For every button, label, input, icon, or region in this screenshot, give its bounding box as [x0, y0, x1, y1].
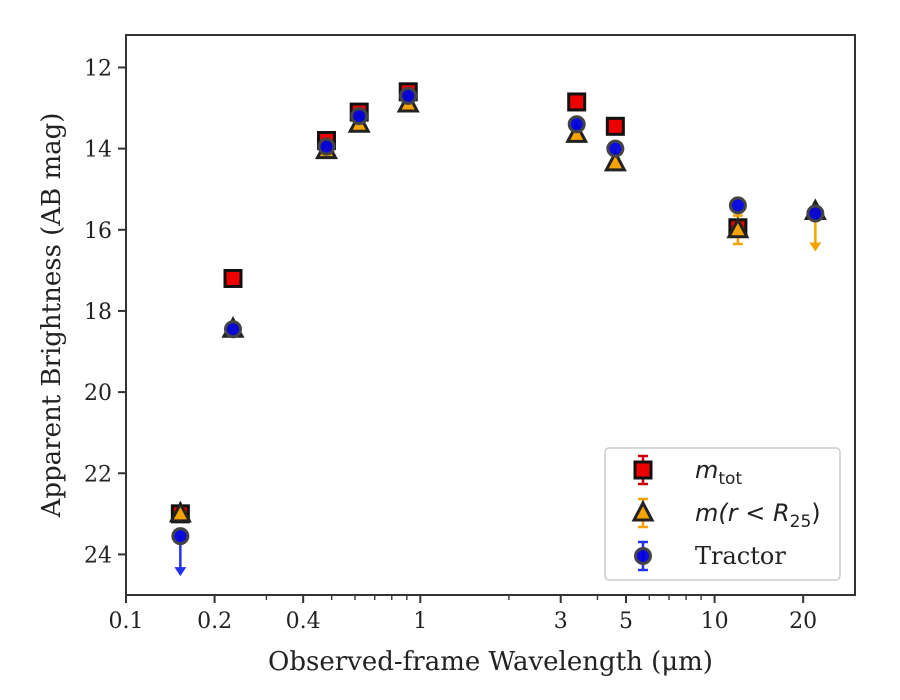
data-point	[728, 196, 747, 215]
legend-entry-label: m(r < R25)	[695, 499, 821, 532]
data-point	[171, 527, 190, 546]
upper-limit-arrowhead	[809, 242, 822, 252]
data-point	[168, 500, 192, 523]
data-point	[605, 116, 625, 136]
legend: mtot m(r < R25) Tractor	[604, 447, 841, 581]
axis-ticks: 0.1 0.2 0.4 1 3 5 10 20 12 14 16 18 20 22 24	[84, 56, 817, 634]
data-point	[317, 137, 336, 156]
data-point	[223, 268, 243, 288]
x-tick-label: 5	[619, 609, 633, 634]
x-tick-label: 0.2	[197, 609, 232, 634]
x-tick-label: 10	[701, 609, 729, 634]
legend-marker-square	[633, 460, 653, 480]
axes-frame	[125, 34, 856, 596]
upper-limit-arrowhead	[174, 567, 187, 577]
y-tick-label: 14	[84, 138, 112, 163]
data-point	[726, 216, 750, 239]
legend-marker-triangle	[631, 499, 655, 522]
data-point	[603, 149, 627, 172]
data-point	[567, 115, 586, 134]
x-tick-label: 1	[413, 609, 427, 634]
legend-marker-circle	[634, 547, 652, 565]
x-tick-label: 20	[789, 609, 817, 634]
data-point	[399, 86, 418, 105]
x-axis-label: Observed-frame Wavelength (μm)	[268, 647, 713, 677]
y-tick-label: 24	[84, 543, 112, 568]
data-point	[224, 320, 243, 339]
data-point	[350, 107, 369, 126]
plot-area	[168, 82, 827, 577]
y-axis-label: Apparent Brightness (AB mag)	[37, 113, 67, 519]
y-tick-label: 22	[84, 462, 112, 487]
legend-box	[604, 447, 841, 581]
y-tick-label: 20	[84, 381, 112, 406]
legend-entry-label: Tractor	[695, 542, 786, 570]
x-tick-label: 0.1	[109, 609, 144, 634]
y-tick-label: 16	[84, 219, 112, 244]
data-point	[606, 139, 625, 158]
series-circle	[171, 86, 825, 577]
data-point	[806, 204, 825, 223]
x-tick-label: 0.4	[286, 609, 321, 634]
y-tick-label: 18	[84, 300, 112, 325]
data-point	[567, 92, 587, 112]
x-tick-label: 3	[554, 609, 568, 634]
y-tick-label: 12	[84, 56, 112, 81]
legend-entry-label: mtot	[695, 456, 742, 489]
